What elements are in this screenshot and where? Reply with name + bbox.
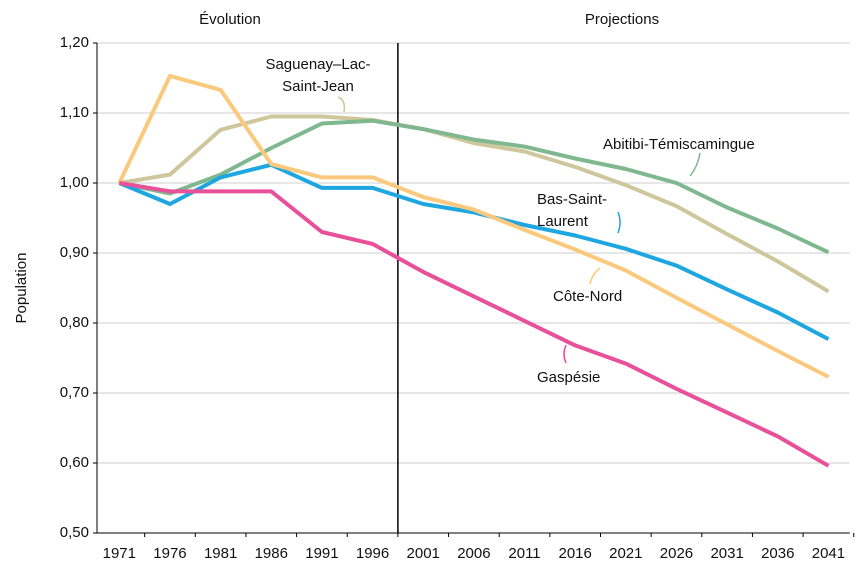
leader-line <box>689 152 701 177</box>
x-tick-label: 1976 <box>153 545 186 562</box>
y-axis-label: Population <box>13 253 30 324</box>
x-tick-label: 2026 <box>660 545 693 562</box>
series-line <box>118 114 830 294</box>
series-label: Abitibi-Témiscamingue <box>603 136 755 153</box>
series-label: Bas-Saint- <box>537 191 607 208</box>
annotation: Projections <box>585 11 659 28</box>
leader-line <box>589 267 601 285</box>
y-tick-label: 0,90 <box>60 244 89 261</box>
series-label: Saint-Jean <box>282 78 354 95</box>
y-tick-label: 0,60 <box>60 454 89 471</box>
y-tick-label: 1,10 <box>60 104 89 121</box>
y-tick-label: 1,20 <box>60 34 89 51</box>
x-tick-label: 2041 <box>812 545 845 562</box>
annotation: Évolution <box>199 11 261 28</box>
series-label: Laurent <box>537 213 589 230</box>
y-tick-label: 1,00 <box>60 174 89 191</box>
y-tick-label: 0,70 <box>60 384 89 401</box>
x-tick-label: 1991 <box>305 545 338 562</box>
series-line <box>118 118 830 255</box>
leader-line <box>563 344 567 364</box>
y-tick-label: 0,80 <box>60 314 89 331</box>
x-tick-label: 2021 <box>609 545 642 562</box>
x-tick-label: 2031 <box>710 545 743 562</box>
series-label: Gaspésie <box>537 369 600 386</box>
x-tick-label: 2011 <box>508 545 540 562</box>
x-tick-label: 1981 <box>204 545 237 562</box>
series-label: Côte-Nord <box>553 288 622 305</box>
x-tick-label: 1996 <box>356 545 389 562</box>
series-line <box>118 181 830 468</box>
leader-line <box>337 96 346 113</box>
x-tick-label: 2016 <box>558 545 591 562</box>
x-tick-label: 1971 <box>103 545 136 562</box>
series-label: Saguenay–Lac- <box>265 56 370 73</box>
series-line <box>117 73 830 379</box>
x-tick-label: 2036 <box>761 545 794 562</box>
x-tick-label: 2006 <box>457 545 490 562</box>
series-line <box>118 162 830 341</box>
leader-line <box>617 211 621 234</box>
y-tick-label: 0,50 <box>60 524 89 541</box>
x-tick-label: 1986 <box>255 545 288 562</box>
x-tick-label: 2001 <box>407 545 440 562</box>
